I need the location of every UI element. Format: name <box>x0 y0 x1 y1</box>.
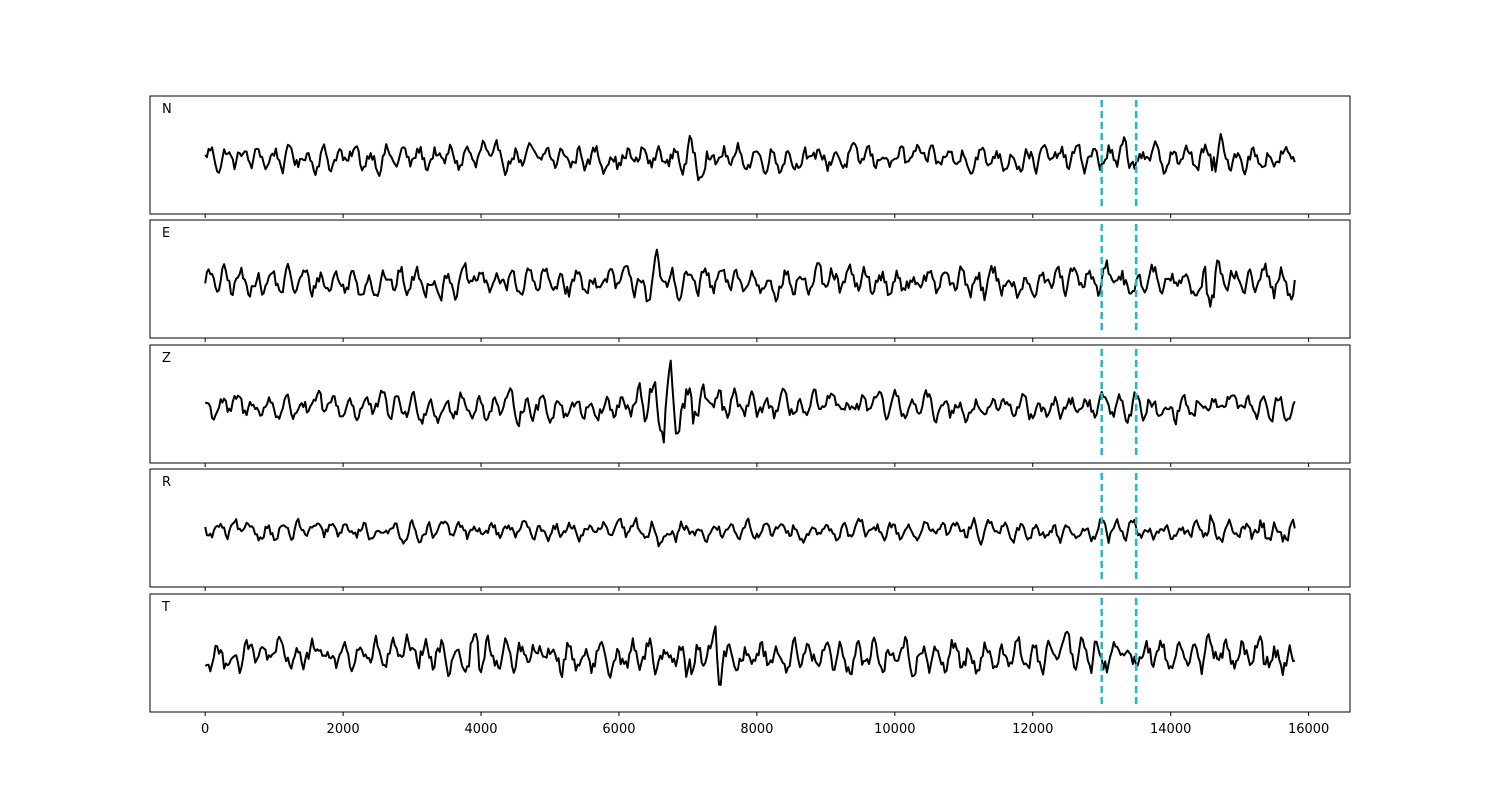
panel-frame <box>149 468 1351 588</box>
x-tick-label: 16000 <box>1288 722 1329 737</box>
panel-r: R <box>149 468 1351 591</box>
x-tick-label: 8000 <box>740 722 773 737</box>
x-tick-label: 12000 <box>1012 722 1053 737</box>
waveform-trace <box>204 625 1296 686</box>
panel-n: N <box>149 95 1351 218</box>
waveform-trace <box>204 133 1296 182</box>
waveform-trace <box>204 248 1296 308</box>
component-label: Z <box>162 351 171 366</box>
panel-t: T <box>149 593 1351 716</box>
panel-z: Z <box>149 344 1351 467</box>
x-tick-label: 0 <box>201 722 209 737</box>
x-tick-label: 2000 <box>327 722 360 737</box>
waveform-trace <box>204 359 1296 444</box>
waveform-trace <box>204 514 1296 548</box>
component-label: E <box>162 226 170 241</box>
component-label: N <box>162 102 172 117</box>
component-label: T <box>161 600 170 615</box>
panels-group: N E Z R T <box>149 95 1351 716</box>
x-tick-label: 4000 <box>464 722 497 737</box>
x-tick-label: 6000 <box>602 722 635 737</box>
panel-frame <box>149 593 1351 713</box>
panel-frame <box>149 95 1351 215</box>
panel-frame <box>149 219 1351 339</box>
x-tick-label: 14000 <box>1150 722 1191 737</box>
x-axis: 0 2000 4000 6000 8000 10000 12000 14000 16000 <box>201 722 1329 737</box>
panel-frame <box>149 344 1351 464</box>
x-tick-label: 10000 <box>874 722 915 737</box>
component-label: R <box>162 475 171 490</box>
panel-e: E <box>149 219 1351 342</box>
